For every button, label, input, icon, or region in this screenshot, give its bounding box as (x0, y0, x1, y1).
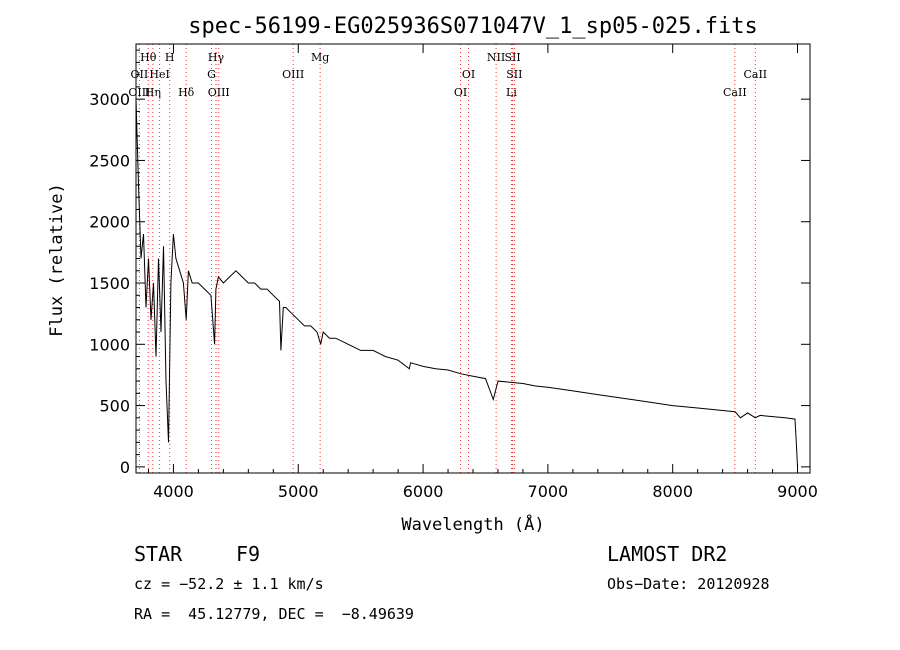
spectral-line-label: SII (504, 51, 520, 64)
y-tick-label: 0 (120, 458, 130, 477)
spectral-line-label: Mg (311, 51, 329, 64)
object-class: STAR (134, 542, 183, 566)
spectrum-chart: spec-56199-EG025936S071047V_1_sp05-025.f… (47, 14, 818, 535)
observation-date: Obs−Date: 20120928 (607, 575, 770, 593)
y-axis-ticks: 0 500 1000 1500 2000 2500 3000 (89, 49, 810, 477)
spectral-line-label: OI (454, 86, 467, 99)
spectral-line-label: Hδ (178, 86, 195, 99)
flux-series-line (135, 99, 798, 467)
spectral-line-label: CaII (743, 68, 767, 81)
x-tick-label: 8000 (652, 482, 693, 501)
spectral-line-markers (138, 44, 756, 473)
spectral-line-label: Li (506, 86, 517, 99)
y-tick-label: 1000 (89, 335, 130, 354)
spectral-line-label: OIII (208, 86, 230, 99)
spectral-line-label: Hγ (208, 51, 225, 64)
redshift-cz: cz = −52.2 ± 1.1 km/s (134, 575, 324, 593)
spectral-line-label: OI (462, 68, 475, 81)
spectral-line-label: H (165, 51, 175, 64)
x-tick-label: 7000 (528, 482, 569, 501)
spectral-line-label: Hη (145, 86, 161, 99)
spectral-line-label: NII (487, 51, 505, 64)
y-tick-label: 3000 (89, 90, 130, 109)
x-tick-label: 9000 (777, 482, 818, 501)
object-subclass: F9 (236, 542, 261, 566)
y-tick-label: 500 (99, 397, 130, 416)
spectral-line-label: OIII (128, 86, 150, 99)
survey-name: LAMOST DR2 (607, 542, 728, 566)
y-axis-label: Flux (relative) (47, 183, 67, 337)
x-tick-label: 4000 (153, 482, 194, 501)
spectral-line-label: SII (506, 68, 522, 81)
spectral-line-label: Hθ (140, 51, 157, 64)
y-tick-label: 2000 (89, 213, 130, 232)
y-tick-label: 2500 (89, 151, 130, 170)
chart-title: spec-56199-EG025936S071047V_1_sp05-025.f… (188, 14, 758, 39)
spectral-line-label: G (207, 68, 216, 81)
spectral-line-label: HeI (149, 68, 169, 81)
x-tick-label: 6000 (403, 482, 444, 501)
spectral-line-label: CaII (723, 86, 747, 99)
spectral-line-label: OIII (282, 68, 304, 81)
sky-coordinates: RA = 45.12779, DEC = −8.49639 (134, 605, 414, 623)
y-tick-label: 1500 (89, 274, 130, 293)
x-axis-label: Wavelength (Å) (401, 513, 544, 535)
x-tick-label: 5000 (278, 482, 319, 501)
x-axis-ticks: 4000 5000 6000 7000 8000 9000 (147, 44, 818, 501)
